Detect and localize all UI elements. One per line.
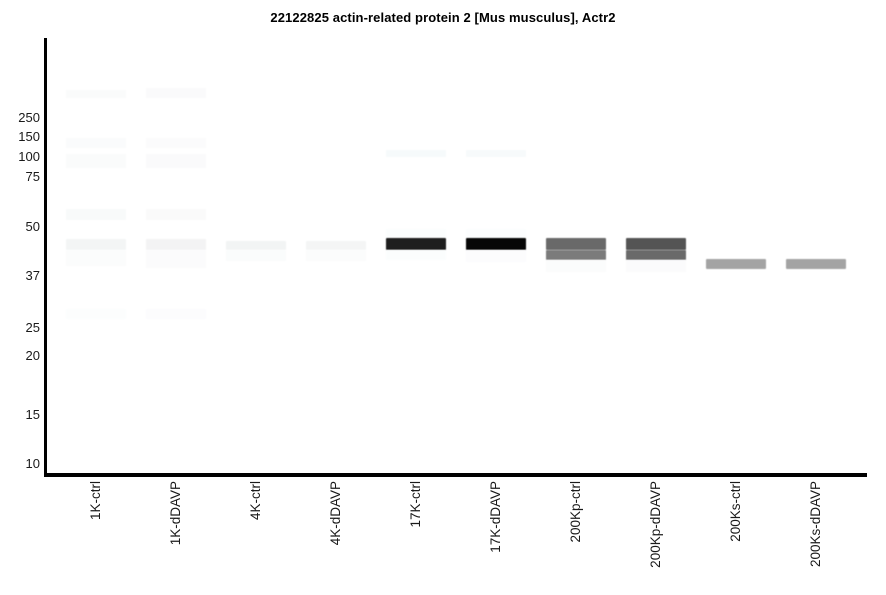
y-tick-label: 50 — [25, 219, 40, 234]
gel-band — [626, 250, 686, 260]
gel-band — [306, 250, 366, 261]
gel-band — [386, 238, 446, 250]
gel-band — [66, 90, 126, 98]
y-tick-label: 150 — [18, 129, 40, 144]
gel-band — [66, 250, 126, 266]
x-axis-line — [44, 473, 867, 477]
gel-band — [66, 309, 126, 319]
gel-band — [306, 241, 366, 250]
gel-band — [386, 229, 446, 238]
lane-label-text: 17K-dDAVP — [488, 481, 503, 553]
gel-band — [466, 229, 526, 238]
lane-label-text: 4K-ctrl — [248, 481, 263, 521]
gel-band — [66, 239, 126, 250]
gel-band — [546, 238, 606, 250]
lane-label: 200Kp-ctrl — [568, 481, 583, 593]
y-axis-line — [44, 38, 47, 477]
gel-band — [466, 150, 526, 157]
lane-label-text: 1K-dDAVP — [168, 481, 183, 546]
y-tick-label: 37 — [25, 268, 40, 283]
y-tick-label: 250 — [18, 110, 40, 125]
lane-label: 200Kp-dDAVP — [648, 481, 663, 593]
lane-label-text: 200Ks-dDAVP — [808, 481, 823, 568]
lane-label: 1K-dDAVP — [168, 481, 183, 593]
lane-label-text: 1K-ctrl — [88, 481, 103, 521]
lane-label-text: 17K-ctrl — [408, 481, 423, 528]
lane-label: 200Ks-dDAVP — [808, 481, 823, 593]
gel-band — [226, 241, 286, 250]
y-tick-label: 100 — [18, 149, 40, 164]
lane-label: 17K-ctrl — [408, 481, 423, 593]
lane-label-text: 200Kp-ctrl — [568, 481, 583, 543]
lane-label: 17K-dDAVP — [488, 481, 503, 593]
lane-label-text: 200Ks-ctrl — [728, 481, 743, 542]
gel-band — [386, 250, 446, 260]
gel-band — [786, 259, 846, 269]
gel-band — [626, 238, 686, 250]
gel-band — [626, 260, 686, 272]
gel-band — [386, 150, 446, 157]
gel-band — [546, 250, 606, 260]
y-tick-label: 10 — [25, 456, 40, 471]
y-tick-label: 25 — [25, 320, 40, 335]
gel-band — [226, 250, 286, 261]
gel-band — [466, 238, 526, 250]
gel-band — [146, 154, 206, 168]
gel-band — [706, 259, 766, 269]
lane-label: 200Ks-ctrl — [728, 481, 743, 593]
y-tick-label: 15 — [25, 407, 40, 422]
gel-band — [466, 250, 526, 262]
gel-band — [66, 209, 126, 220]
gel-band — [66, 154, 126, 168]
gel-band — [146, 239, 206, 250]
gel-band — [66, 138, 126, 148]
gel-band — [146, 309, 206, 319]
gel-band — [146, 250, 206, 268]
lane-label: 4K-dDAVP — [328, 481, 343, 593]
lane-label-text: 4K-dDAVP — [328, 481, 343, 546]
lane-label: 1K-ctrl — [88, 481, 103, 593]
lane-label: 4K-ctrl — [248, 481, 263, 593]
y-tick-label: 20 — [25, 348, 40, 363]
gel-band — [146, 138, 206, 148]
y-tick-label: 75 — [25, 169, 40, 184]
chart-title: 22122825 actin-related protein 2 [Mus mu… — [270, 10, 616, 25]
gel-band — [146, 88, 206, 98]
gel-band — [146, 209, 206, 220]
lane-label-text: 200Kp-dDAVP — [648, 481, 663, 568]
gel-band — [546, 260, 606, 272]
